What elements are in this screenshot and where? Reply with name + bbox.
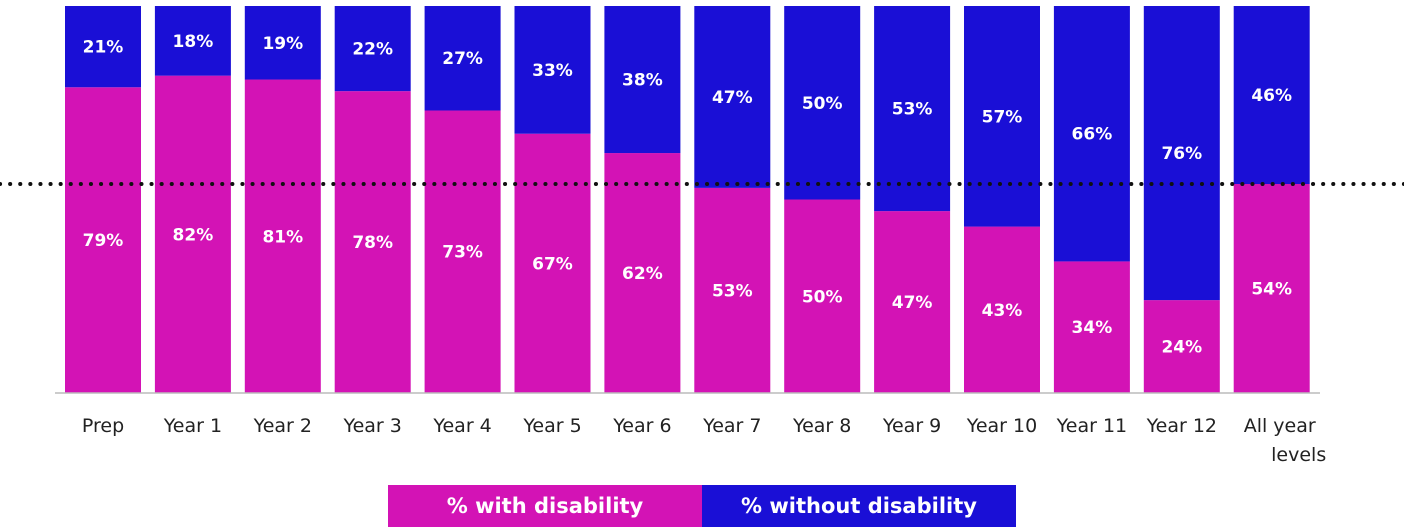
bar-without-disability — [244, 6, 321, 80]
bar-without-disability — [65, 6, 141, 88]
data-label-with-disability: 62% — [622, 264, 663, 284]
data-label-with-disability: 43% — [982, 301, 1023, 321]
category-label: Year 11 — [1056, 415, 1127, 437]
data-label-without-disability: 47% — [712, 88, 753, 108]
bar-without-disability — [334, 6, 411, 92]
data-label-without-disability: 22% — [352, 40, 393, 60]
category-labels-group: Prep Year 1 Year 2 Year 3 Year 4 Year 5 Year 6… — [82, 415, 1326, 466]
bars-group — [65, 6, 1310, 394]
legend: % with disability % without disability — [388, 485, 1016, 527]
category-label: Year 10 — [966, 415, 1037, 437]
category-label: Year 9 — [882, 415, 941, 437]
data-label-with-disability: 81% — [262, 227, 303, 247]
bar-with-disability — [244, 79, 321, 393]
stacked-bar-chart: 21% 79% 18% 82% 19% 81% 22% 78% 27% 73% 33% 67% 38% 6… — [0, 6, 1404, 466]
bar-without-disability — [514, 6, 591, 134]
bar-with-disability — [154, 75, 231, 393]
bar-with-disability — [334, 91, 411, 393]
bar-without-disability — [784, 6, 861, 200]
legend-with-disability: % with disability — [388, 485, 702, 527]
data-label-without-disability: 76% — [1161, 144, 1202, 164]
data-label-without-disability: 50% — [802, 94, 843, 114]
bar-without-disability — [1233, 6, 1310, 185]
category-label: Year 3 — [343, 415, 402, 437]
bar-with-disability — [514, 133, 591, 393]
bar-without-disability — [874, 6, 951, 212]
data-label-with-disability: 47% — [892, 293, 933, 313]
data-label-without-disability: 27% — [442, 49, 483, 69]
bar-with-disability — [874, 211, 951, 393]
data-label-with-disability: 67% — [532, 254, 573, 274]
bar-with-disability — [1143, 300, 1220, 393]
category-label: Year 12 — [1146, 415, 1217, 437]
bar-with-disability — [1053, 261, 1130, 393]
category-label: Year 1 — [163, 415, 222, 437]
data-label-with-disability: 34% — [1072, 318, 1113, 338]
bar-with-disability — [784, 199, 861, 393]
data-label-with-disability: 54% — [1251, 280, 1292, 300]
category-label: All year levels — [1244, 415, 1327, 466]
data-label-without-disability: 19% — [262, 34, 303, 54]
category-label: Year 6 — [612, 415, 671, 437]
bar-with-disability — [694, 187, 771, 393]
data-label-without-disability: 21% — [83, 38, 124, 58]
data-label-with-disability: 73% — [442, 243, 483, 263]
bar-without-disability — [154, 6, 231, 76]
category-label: Year 4 — [432, 415, 491, 437]
legend-without-disability: % without disability — [702, 485, 1016, 527]
bar-with-disability — [65, 87, 141, 394]
bar-without-disability — [1053, 6, 1130, 262]
data-label-with-disability: 50% — [802, 287, 843, 307]
data-label-with-disability: 78% — [352, 233, 393, 253]
data-label-with-disability: 82% — [173, 225, 214, 245]
bar-without-disability — [694, 6, 771, 188]
data-label-with-disability: 79% — [83, 231, 124, 251]
category-label: Year 2 — [253, 415, 312, 437]
bar-with-disability — [424, 110, 501, 394]
data-label-without-disability: 57% — [982, 107, 1023, 127]
bar-without-disability — [1143, 6, 1220, 301]
bar-with-disability — [964, 226, 1040, 393]
category-label: Year 5 — [522, 415, 581, 437]
data-label-without-disability: 18% — [173, 32, 214, 52]
data-label-with-disability: 53% — [712, 281, 753, 301]
bar-without-disability — [964, 6, 1040, 227]
bar-without-disability — [424, 6, 501, 111]
bar-without-disability — [604, 6, 681, 154]
data-label-without-disability: 38% — [622, 71, 663, 91]
category-label: Year 8 — [792, 415, 851, 437]
data-label-without-disability: 33% — [532, 61, 573, 81]
segment-labels-group: 21% 79% 18% 82% 19% 81% 22% 78% 27% 73% 33% 67% 38% 6… — [83, 32, 1292, 358]
data-label-without-disability: 53% — [892, 100, 933, 120]
data-label-with-disability: 24% — [1161, 338, 1202, 358]
data-label-without-disability: 46% — [1251, 86, 1292, 106]
category-label: Year 7 — [702, 415, 761, 437]
bar-with-disability — [604, 153, 681, 393]
data-label-without-disability: 66% — [1072, 125, 1113, 145]
category-label: Prep — [82, 415, 124, 437]
bar-with-disability — [1233, 184, 1310, 393]
